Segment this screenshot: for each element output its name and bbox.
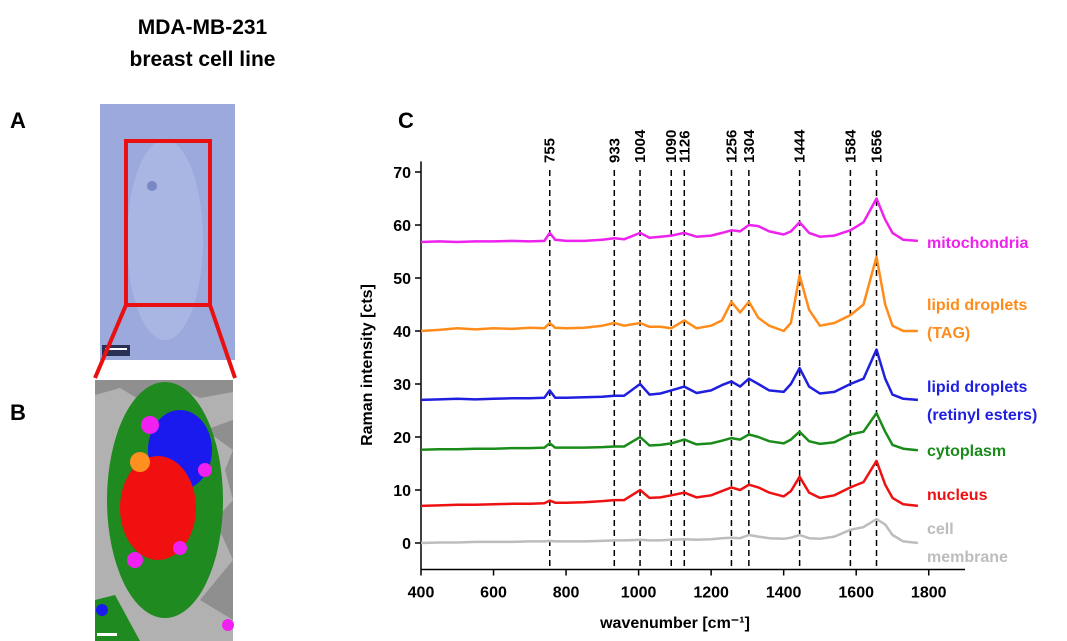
y-tick-label: 20	[393, 430, 411, 447]
y-tick-label: 30	[393, 377, 411, 394]
x-tick-label: 1600	[838, 585, 874, 602]
spectrum-line	[420, 197, 918, 244]
y-tick-label: 40	[393, 324, 411, 341]
spectrum-line	[420, 459, 919, 508]
series-label: nucleus	[927, 487, 988, 504]
x-tick-label: 1800	[911, 585, 947, 602]
raman-map-b	[95, 380, 234, 641]
y-axis-label: Raman intensity [cts]	[359, 284, 376, 446]
peak-label: 1304	[741, 129, 758, 163]
figure-title: MDA-MB-231 breast cell line	[129, 16, 276, 71]
peak-label: 755	[542, 138, 559, 163]
x-tick-label: 600	[480, 585, 507, 602]
x-tick-label: 400	[408, 585, 435, 602]
x-axis-label: wavenumber [cm⁻¹]	[599, 615, 750, 632]
peak-label: 1656	[869, 130, 886, 163]
x-tick-label: 1200	[693, 585, 729, 602]
series-label: cytoplasm	[927, 443, 1007, 460]
micrograph-a	[93, 104, 237, 379]
peak-label: 933	[606, 138, 623, 163]
x-tick-label: 800	[553, 585, 580, 602]
series-label: cell membrane	[927, 521, 1008, 566]
panel-label: A	[10, 108, 26, 133]
spectrum-line	[420, 348, 918, 402]
y-tick-label: 10	[393, 483, 411, 500]
y-tick-label: 70	[393, 165, 411, 182]
peak-label: 1126	[676, 130, 693, 163]
y-tick-label: 0	[402, 536, 411, 553]
peak-label: 1090	[663, 130, 680, 163]
x-tick-label: 1000	[621, 585, 657, 602]
series-label: lipid droplets (retinyl esters)	[927, 379, 1038, 424]
spectrum-line	[420, 517, 919, 545]
panel-label: B	[10, 400, 26, 425]
series-label: mitochondria	[927, 235, 1029, 252]
y-tick-label: 50	[393, 271, 411, 288]
x-tick-label: 1400	[766, 585, 802, 602]
peak-label: 1444	[792, 129, 809, 163]
series-label: lipid droplets (TAG)	[927, 297, 1028, 342]
y-tick-label: 60	[393, 218, 411, 235]
peak-label: 1256	[723, 130, 740, 163]
peak-label: 1004	[632, 129, 649, 163]
spectrum-line	[420, 411, 919, 452]
peak-label: 1584	[842, 129, 859, 163]
panel-label: C	[398, 108, 414, 133]
spectrum-line	[420, 255, 918, 333]
